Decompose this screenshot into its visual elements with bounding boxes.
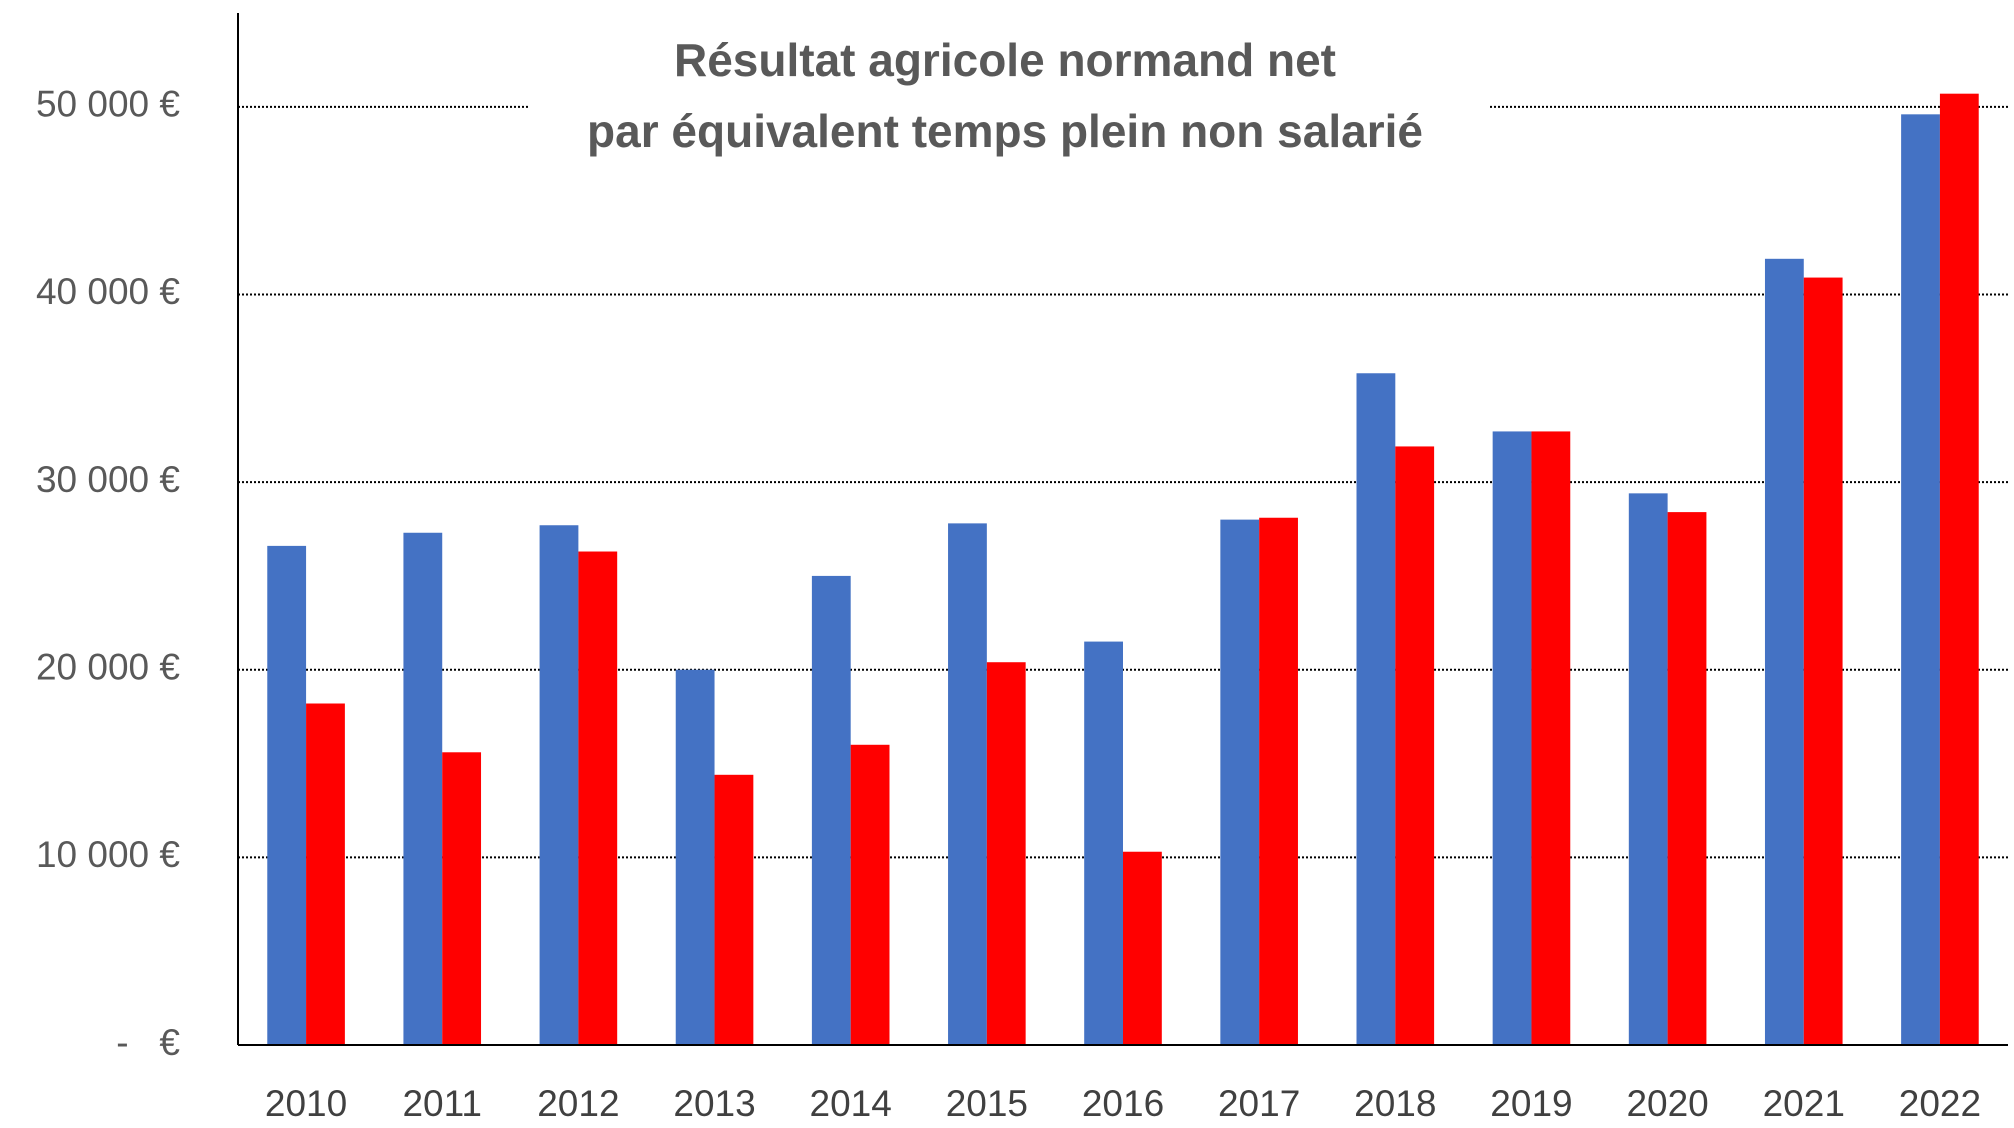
bar: [1667, 512, 1707, 1045]
x-tick-label: 2015: [946, 1083, 1028, 1124]
bar: [714, 774, 754, 1045]
bar: [850, 744, 890, 1045]
bar: [948, 523, 987, 1045]
bar: [442, 752, 482, 1045]
bar: [1395, 446, 1435, 1045]
bar: [675, 669, 715, 1045]
bar: [1356, 373, 1396, 1045]
x-tick-label: 2021: [1763, 1083, 1845, 1124]
x-tick-label: 2019: [1490, 1083, 1572, 1124]
x-tick-label: 2022: [1899, 1083, 1981, 1124]
bar: [811, 575, 851, 1045]
chart-title: Résultat agricole normand net: [674, 34, 1336, 86]
y-tick-label: 50 000 €: [36, 84, 180, 125]
bar: [578, 551, 618, 1045]
bar: [267, 545, 307, 1045]
bar: [1531, 431, 1571, 1045]
chart-title: par équivalent temps plein non salarié: [587, 105, 1423, 157]
y-tick-label: 30 000 €: [36, 459, 180, 500]
x-tick-label: 2013: [673, 1083, 755, 1124]
bar: [306, 703, 345, 1045]
x-tick-label: 2016: [1082, 1083, 1164, 1124]
bar: [1123, 851, 1162, 1045]
x-tick-label: 2014: [810, 1083, 892, 1124]
x-tick-label: 2020: [1626, 1083, 1708, 1124]
x-tick-label: 2010: [265, 1083, 347, 1124]
x-tick-label: 2012: [537, 1083, 619, 1124]
bar: [1901, 114, 1940, 1046]
bar: [1939, 93, 1979, 1045]
bar: [986, 662, 1026, 1045]
bar: [539, 525, 579, 1045]
y-tick-label: - €: [116, 1022, 180, 1063]
bars: [267, 93, 1979, 1046]
x-tick-label: 2011: [402, 1083, 482, 1124]
x-tick-label: 2017: [1218, 1083, 1300, 1124]
y-tick-label: 10 000 €: [36, 834, 180, 875]
y-tick-label: 20 000 €: [36, 647, 180, 688]
bar: [1628, 493, 1668, 1045]
bar: [403, 532, 443, 1045]
title-background: [528, 0, 1488, 168]
bar: [1764, 258, 1804, 1045]
bar: [1084, 641, 1123, 1045]
bar: [1259, 517, 1298, 1045]
bar: [1803, 277, 1843, 1045]
y-tick-label: 40 000 €: [36, 271, 180, 312]
bar: [1492, 431, 1532, 1045]
x-tick-label: 2018: [1354, 1083, 1436, 1124]
bar: [1220, 519, 1260, 1045]
